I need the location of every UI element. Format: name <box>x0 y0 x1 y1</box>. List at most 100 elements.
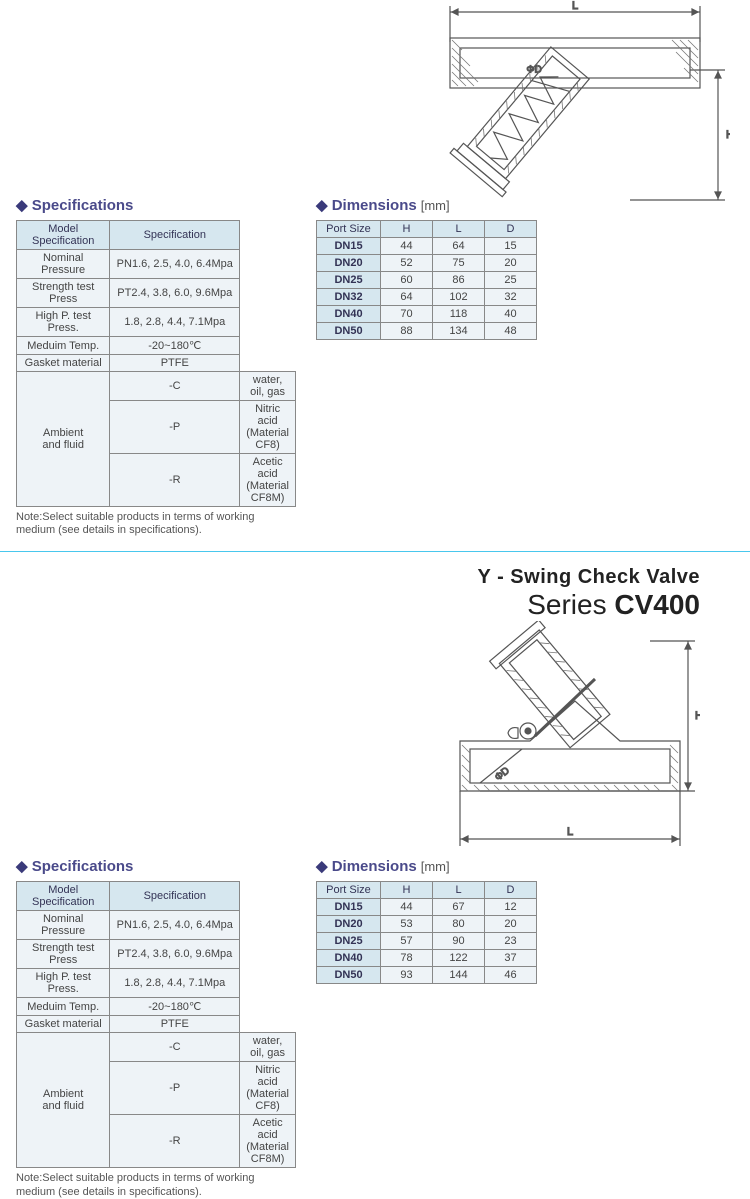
dim-col-header: Port Size <box>317 882 381 899</box>
dim-d: 20 <box>485 255 537 272</box>
dim-col-header: D <box>485 882 537 899</box>
spec-key: Nominal Pressure <box>17 911 110 940</box>
dim-h: 44 <box>381 238 433 255</box>
spec-key: Meduim Temp. <box>17 998 110 1016</box>
specifications-table-2: Model SpecificationSpecificationNominal … <box>16 881 296 1168</box>
spec-key: Strength test Press <box>17 279 110 308</box>
ambient-value: water, oil, gas <box>240 1033 296 1062</box>
ambient-code: -C <box>110 1033 240 1062</box>
spec-value: PN1.6, 2.5, 4.0, 6.4Mpa <box>110 911 240 940</box>
drawing-y-strainer: L H <box>430 0 730 220</box>
ambient-label: Ambient and fluid <box>17 372 110 507</box>
ambient-value: Acetic acid (Material CF8M) <box>240 454 296 507</box>
dim-d: 15 <box>485 238 537 255</box>
spec-col-header: Specification <box>110 221 240 250</box>
dim-d: 40 <box>485 306 537 323</box>
spec-col-header: Model Specification <box>17 221 110 250</box>
dim-d: 48 <box>485 323 537 340</box>
dim-d: 12 <box>485 899 537 916</box>
dimensions-table: Port SizeHLDDN15446415DN20527520DN256086… <box>316 220 537 340</box>
ambient-value: Nitric acid (Material CF8) <box>240 1062 296 1115</box>
dim-l: 118 <box>433 306 485 323</box>
spec-value: PN1.6, 2.5, 4.0, 6.4Mpa <box>110 250 240 279</box>
dim-l: 67 <box>433 899 485 916</box>
dim-label-h: H <box>726 129 730 141</box>
spec-note-2: Note:Select suitable products in terms o… <box>16 1172 276 1198</box>
ambient-value: Nitric acid (Material CF8) <box>240 401 296 454</box>
dim-h: 60 <box>381 272 433 289</box>
dim-l: 122 <box>433 950 485 967</box>
dimensions-heading-2: Dimensions[mm] <box>316 857 537 875</box>
dim-d: 37 <box>485 950 537 967</box>
dim-l: 64 <box>433 238 485 255</box>
dim-d: 20 <box>485 916 537 933</box>
dim-h: 70 <box>381 306 433 323</box>
dim-h: 64 <box>381 289 433 306</box>
spec-key: Nominal Pressure <box>17 250 110 279</box>
dim-col-header: L <box>433 221 485 238</box>
spec-key: High P. test Press. <box>17 969 110 998</box>
dim-port: DN50 <box>317 323 381 340</box>
spec-value: PT2.4, 3.8, 6.0, 9.6Mpa <box>110 279 240 308</box>
dim-h: 93 <box>381 967 433 984</box>
product-title: Y - Swing Check Valve Series CV400 <box>0 566 750 621</box>
dim-port: DN50 <box>317 967 381 984</box>
spec-value: 1.8, 2.8, 4.4, 7.1Mpa <box>110 969 240 998</box>
specifications-heading: Specifications <box>16 196 296 214</box>
dim-label-l2: L <box>567 826 573 838</box>
dim-h: 44 <box>381 899 433 916</box>
spec-value: PT2.4, 3.8, 6.0, 9.6Mpa <box>110 940 240 969</box>
specifications-heading-2: Specifications <box>16 857 296 875</box>
ambient-code: -P <box>110 401 240 454</box>
spec-key: Meduim Temp. <box>17 337 110 355</box>
dim-port: DN40 <box>317 950 381 967</box>
dim-port: DN15 <box>317 899 381 916</box>
section-divider <box>0 551 750 552</box>
dim-h: 78 <box>381 950 433 967</box>
dim-label-d: ΦD <box>527 64 542 75</box>
dim-l: 75 <box>433 255 485 272</box>
spec-col-header: Specification <box>110 882 240 911</box>
specifications-table: Model SpecificationSpecificationNominal … <box>16 220 296 507</box>
spec-key: Gasket material <box>17 355 110 372</box>
ambient-value: Acetic acid (Material CF8M) <box>240 1115 296 1168</box>
spec-note: Note:Select suitable products in terms o… <box>16 511 276 537</box>
spec-key: High P. test Press. <box>17 308 110 337</box>
dim-d: 32 <box>485 289 537 306</box>
spec-value: 1.8, 2.8, 4.4, 7.1Mpa <box>110 308 240 337</box>
dim-l: 80 <box>433 916 485 933</box>
dim-l: 134 <box>433 323 485 340</box>
dim-h: 52 <box>381 255 433 272</box>
dim-col-header: H <box>381 882 433 899</box>
dim-port: DN25 <box>317 933 381 950</box>
dim-port: DN32 <box>317 289 381 306</box>
dim-h: 88 <box>381 323 433 340</box>
dim-port: DN20 <box>317 255 381 272</box>
dim-port: DN20 <box>317 916 381 933</box>
dim-label-d2: ΦD <box>493 766 512 784</box>
dim-l: 86 <box>433 272 485 289</box>
dim-port: DN15 <box>317 238 381 255</box>
dim-h: 57 <box>381 933 433 950</box>
dim-label-l: L <box>572 0 578 12</box>
ambient-code: -C <box>110 372 240 401</box>
ambient-code: -R <box>110 1115 240 1168</box>
ambient-value: water, oil, gas <box>240 372 296 401</box>
dim-h: 53 <box>381 916 433 933</box>
dim-col-header: H <box>381 221 433 238</box>
spec-col-header: Model Specification <box>17 882 110 911</box>
dim-port: DN40 <box>317 306 381 323</box>
ambient-code: -R <box>110 454 240 507</box>
spec-value: PTFE <box>110 1016 240 1033</box>
spec-key: Gasket material <box>17 1016 110 1033</box>
dim-label-h2: H <box>695 710 700 722</box>
dim-port: DN25 <box>317 272 381 289</box>
dim-l: 144 <box>433 967 485 984</box>
spec-value: -20~180℃ <box>110 337 240 355</box>
dim-l: 102 <box>433 289 485 306</box>
dim-col-header: L <box>433 882 485 899</box>
drawing-y-swing-check: H L <box>440 621 750 851</box>
ambient-label: Ambient and fluid <box>17 1033 110 1168</box>
dim-d: 25 <box>485 272 537 289</box>
spec-key: Strength test Press <box>17 940 110 969</box>
